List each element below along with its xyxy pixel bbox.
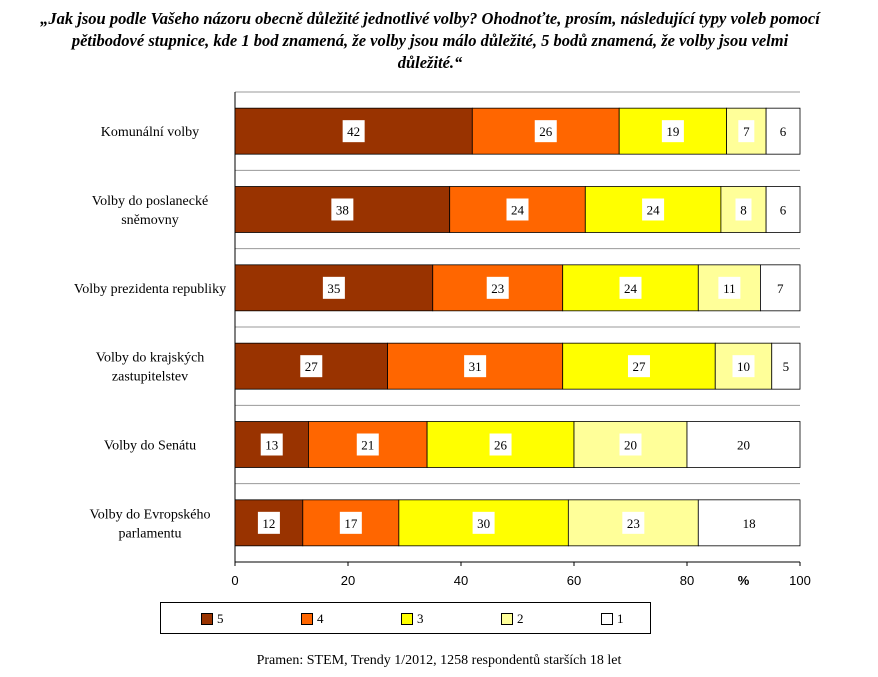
x-tick-label: 0 — [231, 573, 238, 588]
bar-segment — [771, 342, 801, 390]
bar-segment — [765, 186, 801, 233]
legend: 5 4 3 2 1 — [160, 602, 651, 634]
data-label-box — [627, 355, 650, 378]
legend-item: 4 — [301, 612, 324, 626]
data-label: 12 — [262, 516, 275, 531]
x-tick-label: 40 — [454, 573, 468, 588]
data-label: 7 — [743, 124, 750, 139]
legend-item: 5 — [201, 612, 224, 626]
data-label: 10 — [737, 359, 750, 374]
data-label: 42 — [347, 124, 360, 139]
category-label: Komunální volby — [101, 125, 199, 140]
data-label-box — [506, 198, 529, 221]
x-unit-label: % — [738, 573, 750, 588]
x-tick-label: 80 — [680, 573, 694, 588]
data-label: 13 — [265, 438, 278, 453]
data-label: 20 — [737, 438, 750, 453]
data-label-box — [735, 198, 752, 221]
data-label-box — [339, 511, 362, 534]
data-label: 24 — [511, 203, 525, 218]
category-label: Volby do Senátu — [104, 439, 196, 454]
data-label-box — [661, 120, 684, 143]
data-label: 5 — [783, 359, 790, 374]
bar-segment — [234, 421, 309, 468]
data-label: 8 — [740, 203, 747, 218]
data-label-box — [464, 355, 487, 378]
x-tick-label: 60 — [567, 573, 581, 588]
data-label-box — [342, 120, 365, 143]
data-label-box — [257, 511, 280, 534]
category-label: Volby prezidenta republiky — [74, 282, 226, 297]
category-label: Volby do poslanecké — [92, 194, 208, 209]
data-label: 23 — [627, 516, 640, 531]
data-label: 19 — [666, 124, 679, 139]
data-label-box — [356, 433, 379, 456]
bar-segment — [697, 499, 801, 547]
data-label: 6 — [780, 124, 787, 139]
source-note: Pramen: STEM, Trendy 1/2012, 1258 respon… — [256, 653, 622, 668]
data-label: 27 — [305, 359, 319, 374]
data-label: 35 — [327, 281, 340, 296]
legend-label: 4 — [317, 611, 324, 626]
x-tick-label: 20 — [341, 573, 355, 588]
category-label: parlamentu — [119, 526, 182, 541]
data-label: 27 — [632, 359, 646, 374]
chart-title: „Jak jsou podle Vašeho názoru obecně důl… — [40, 9, 820, 72]
data-label: 6 — [780, 203, 787, 218]
data-label: 26 — [539, 124, 553, 139]
data-label: 38 — [336, 203, 349, 218]
data-label: 31 — [469, 359, 482, 374]
legend-swatch — [401, 613, 413, 626]
data-label: 7 — [777, 281, 784, 296]
legend-swatch — [501, 613, 513, 626]
bar-segment — [686, 421, 801, 468]
data-label-box — [534, 120, 557, 143]
data-label-box — [322, 276, 345, 299]
legend-item: 2 — [501, 612, 524, 626]
legend-swatch — [201, 613, 213, 626]
x-tick-label: 100 — [789, 573, 811, 588]
data-label-box — [300, 355, 323, 378]
legend-item: 1 — [601, 612, 624, 626]
data-label-box — [260, 433, 283, 456]
legend-swatch — [301, 613, 313, 626]
bar-segment — [765, 107, 801, 155]
data-label-box — [486, 276, 509, 299]
data-label: 18 — [743, 516, 756, 531]
legend-label: 3 — [417, 611, 424, 626]
data-label: 17 — [344, 516, 358, 531]
legend-item: 3 — [401, 612, 424, 626]
data-label: 26 — [494, 438, 508, 453]
data-label-box — [619, 276, 642, 299]
data-label-box — [619, 433, 642, 456]
data-label: 23 — [491, 281, 504, 296]
data-label: 20 — [624, 438, 637, 453]
data-label-box — [718, 276, 741, 299]
data-label: 30 — [477, 516, 490, 531]
bar-segment — [760, 264, 801, 312]
data-label-box — [472, 511, 495, 534]
data-label: 24 — [647, 203, 661, 218]
data-label: 24 — [624, 281, 638, 296]
legend-label: 5 — [217, 611, 224, 626]
category-label: sněmovny — [121, 213, 179, 228]
data-label-box — [622, 511, 645, 534]
data-label-box — [732, 355, 755, 378]
category-label: Volby do krajských — [96, 351, 205, 366]
category-label: zastupitelstev — [112, 370, 188, 385]
legend-swatch — [601, 613, 613, 626]
data-label-box — [489, 433, 512, 456]
category-label: Volby do Evropského — [89, 507, 210, 522]
stacked-bar-chart: 42 26 19 7 6 Komunální volby 38 24 24 8 6 Volby do … — [74, 91, 811, 588]
data-label-box — [738, 120, 755, 143]
legend-label: 2 — [517, 611, 524, 626]
data-label: 21 — [361, 438, 374, 453]
data-label: 11 — [723, 281, 736, 296]
legend-label: 1 — [617, 611, 624, 626]
data-label-box — [642, 198, 665, 221]
data-label-box — [331, 198, 354, 221]
